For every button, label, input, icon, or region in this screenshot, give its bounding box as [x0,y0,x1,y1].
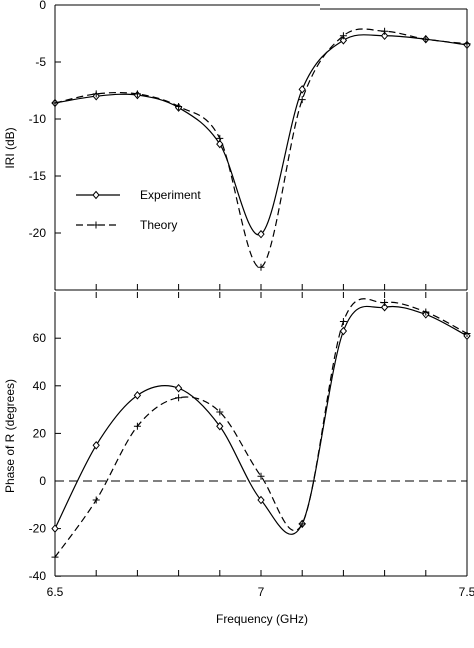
y-axis-title: IRI (dB) [3,127,17,168]
y-tick-label: 60 [33,331,47,345]
legend-marker-theory [92,221,100,229]
legend-marker-experiment [92,190,100,200]
data-point-experiment [92,441,100,450]
y-tick-label: 40 [33,379,47,393]
panel-reflection-phase: 6.5 7 7.5 -40 -20 0 20 40 60 Phase of R (degrees)… [3,292,474,626]
legend: Experiment Theory [76,188,201,232]
data-point-experiment [257,229,265,239]
x-tick-label: 7 [258,585,265,599]
data-point-experiment [380,31,389,41]
y-tick-label: -15 [29,169,47,183]
series-line-theory [54,298,468,558]
data-point-theory [298,520,306,528]
y-tick-label: -5 [35,55,46,69]
data-point-experiment [339,326,348,336]
data-point-theory [339,32,347,40]
panel-reflection-magnitude: 0 -5 -10 -15 -20 IRI (dB) Experiment Theory [3,0,471,291]
data-point-theory [92,90,100,98]
data-point-theory [422,35,430,43]
data-point-experiment [174,383,183,393]
y-tick-label: -40 [29,569,47,583]
y-axis-title: Phase of R (degrees) [3,379,17,493]
data-point-theory [339,318,347,326]
data-point-theory [51,99,59,107]
data-point-theory [257,472,265,480]
data-point-theory [216,408,224,416]
y-tick-label: 20 [33,426,47,440]
data-point-theory [257,263,265,271]
data-point-theory [463,40,471,48]
data-point-theory [381,299,389,306]
y-tick-label: -20 [29,522,47,536]
data-point-experiment [51,524,59,533]
data-point-theory [422,308,430,316]
data-point-theory [92,496,100,504]
x-tick-label: 6.5 [47,585,64,599]
series-line-experiment [54,34,468,236]
y-tick-label: -20 [29,226,47,240]
data-point-theory [298,96,306,104]
y-tick-label: -10 [29,112,47,126]
data-point-experiment [339,36,348,45]
data-point-theory [381,27,389,35]
data-point-theory [175,102,183,110]
x-axis-title: Frequency (GHz) [216,612,308,626]
legend-label-experiment: Experiment [140,188,201,202]
data-point-experiment [216,421,224,431]
data-point-theory [51,553,59,561]
data-point-theory [463,329,471,337]
y-tick-label: 0 [39,474,46,488]
y-tick-label: 0 [39,0,46,12]
data-point-theory [133,422,141,430]
data-point-theory [175,394,183,402]
data-point-experiment [380,302,389,312]
data-point-experiment [133,391,142,400]
data-point-experiment [257,495,265,505]
data-point-theory [216,134,224,142]
data-point-experiment [298,85,306,94]
legend-label-theory: Theory [140,218,177,232]
data-point-experiment [216,139,224,149]
data-point-theory [133,90,141,98]
x-tick-label: 7.5 [459,585,474,599]
